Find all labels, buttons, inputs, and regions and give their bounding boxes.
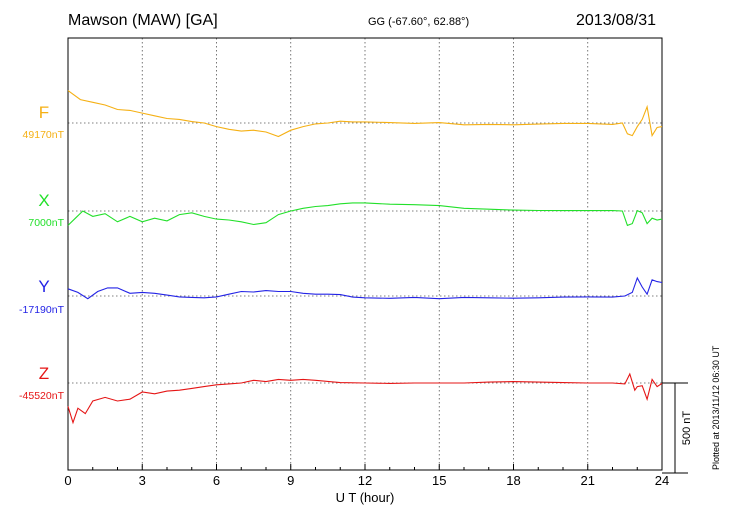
- series-name-f: F: [39, 103, 49, 122]
- x-axis-label: U T (hour): [336, 490, 395, 505]
- series-baseline-f: 49170nT: [23, 129, 65, 141]
- x-tick-label: 24: [655, 473, 669, 488]
- series-baseline-y: -17190nT: [19, 304, 65, 316]
- station-coordinates: GG (-67.60°, 62.88°): [368, 16, 470, 28]
- x-axis-ticks: 0 3 6 9 12 15 18 21 24: [64, 464, 669, 488]
- chart-date: 2013/08/31: [576, 12, 657, 29]
- series-baseline-x: 7000nT: [28, 217, 64, 229]
- series-line-x: [67, 202, 663, 227]
- series-name-z: Z: [39, 364, 49, 383]
- x-tick-label: 21: [581, 473, 595, 488]
- series-line-f: [67, 90, 663, 138]
- chart-title: Mawson (MAW) [GA]: [68, 12, 218, 29]
- series-line-z: [67, 372, 663, 425]
- series-line-y: [67, 276, 663, 300]
- series-name-y: Y: [38, 277, 49, 296]
- x-tick-label: 6: [213, 473, 220, 488]
- series-group: F 49170nT X 7000nT Y -17190nT Z -45520nT: [19, 90, 663, 425]
- x-tick-label: 18: [506, 473, 520, 488]
- x-tick-label: 15: [432, 473, 446, 488]
- x-tick-label: 12: [358, 473, 372, 488]
- x-tick-label: 0: [64, 473, 71, 488]
- scale-bar-label: 500 nT: [681, 411, 693, 446]
- x-tick-label: 3: [139, 473, 146, 488]
- series-name-x: X: [38, 191, 49, 210]
- x-tick-label: 9: [287, 473, 294, 488]
- grid: [68, 38, 662, 470]
- series-baseline-z: -45520nT: [19, 390, 65, 402]
- scale-bar: 500 nT: [662, 382, 693, 474]
